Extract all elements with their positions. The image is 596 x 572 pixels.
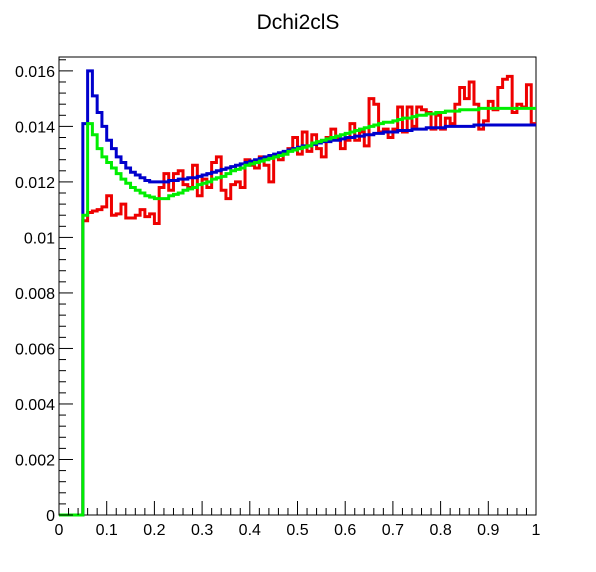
x-tick-label: 0.8 bbox=[429, 522, 451, 539]
x-tick-label: 0.2 bbox=[143, 522, 165, 539]
x-tick-label: 0.5 bbox=[286, 522, 308, 539]
series-line-3 bbox=[59, 106, 536, 517]
series-line-1 bbox=[59, 74, 536, 517]
x-tick-label: 0.7 bbox=[382, 522, 404, 539]
y-axis: 0 0.002 0.004 0.006 0.008 0.01 0.012 0.014 0.016 bbox=[15, 59, 73, 525]
x-tick-label: 0.4 bbox=[239, 522, 261, 539]
y-tick-label: 0.006 bbox=[15, 341, 55, 358]
x-tick-label: 0.1 bbox=[96, 522, 118, 539]
x-tick-label: 0.6 bbox=[334, 522, 356, 539]
x-tick-label: 1 bbox=[532, 522, 541, 539]
y-tick-label: 0 bbox=[46, 508, 55, 525]
series-line-2 bbox=[59, 69, 536, 517]
x-tick-label: 0 bbox=[55, 522, 64, 539]
y-tick-label: 0.004 bbox=[15, 397, 55, 414]
x-tick-label: 0.9 bbox=[477, 522, 499, 539]
y-tick-label: 0.008 bbox=[15, 286, 55, 303]
series-layer bbox=[59, 69, 536, 517]
chart-title: Dchi2clS bbox=[257, 11, 340, 34]
y-tick-label: 0.002 bbox=[15, 452, 55, 469]
y-tick-label: 0.014 bbox=[15, 119, 55, 136]
x-axis: 0 0.1 0.2 0.3 0.4 0.5 0.6 0.7 0.8 0.9 1 bbox=[55, 501, 541, 539]
x-tick-label: 0.3 bbox=[191, 522, 213, 539]
y-tick-label: 0.012 bbox=[15, 175, 55, 192]
y-tick-label: 0.016 bbox=[15, 64, 55, 81]
y-tick-label: 0.01 bbox=[24, 230, 55, 247]
